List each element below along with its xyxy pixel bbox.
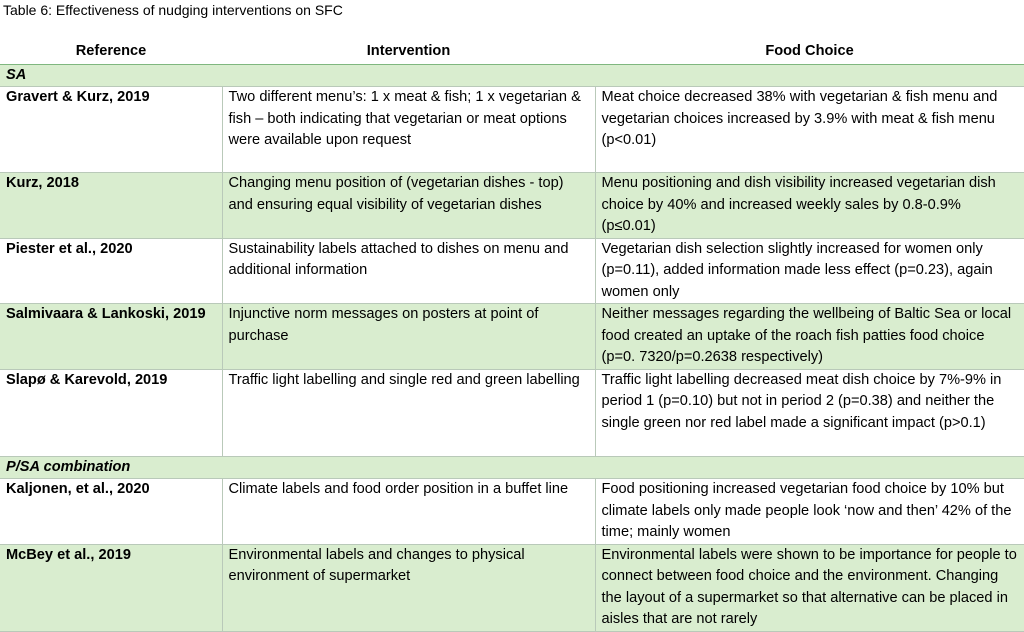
table-row: Slapø & Karevold, 2019 Traffic light lab… [0, 369, 1024, 457]
reference-cell: McBey et al., 2019 [0, 544, 222, 632]
food-choice-cell: Menu positioning and dish visibility inc… [594, 172, 1024, 239]
reference-cell: Kaljonen, et al., 2020 [0, 478, 222, 545]
food-choice-cell: Neither messages regarding the wellbeing… [594, 303, 1024, 370]
reference-cell: Gravert & Kurz, 2019 [0, 86, 222, 173]
section-label: P/SA combination [0, 456, 1024, 479]
intervention-cell: Changing menu position of (vegetarian di… [221, 172, 595, 239]
intervention-cell: Two different menu’s: 1 x meat & fish; 1… [221, 86, 595, 173]
reference-cell: Slapø & Karevold, 2019 [0, 369, 222, 457]
food-choice-cell: Food positioning increased vegetarian fo… [594, 478, 1024, 545]
food-choice-cell: Traffic light labelling decreased meat d… [594, 369, 1024, 457]
food-choice-cell: Meat choice decreased 38% with vegetaria… [594, 86, 1024, 173]
table-row: Kurz, 2018 Changing menu position of (ve… [0, 172, 1024, 239]
intervention-cell: Traffic light labelling and single red a… [221, 369, 595, 457]
reference-cell: Salmivaara & Lankoski, 2019 [0, 303, 222, 370]
table-row: Gravert & Kurz, 2019 Two different menu’… [0, 86, 1024, 173]
header-intervention: Intervention [222, 40, 595, 65]
intervention-cell: Climate labels and food order position i… [221, 478, 595, 545]
header-reference: Reference [0, 40, 222, 65]
table-row: Piester et al., 2020 Sustainability labe… [0, 238, 1024, 304]
food-choice-cell: Environmental labels were shown to be im… [594, 544, 1024, 632]
section-label: SA [0, 64, 1024, 87]
section-row: SA [0, 64, 1024, 87]
table-row: Kaljonen, et al., 2020 Climate labels an… [0, 478, 1024, 545]
section-row: P/SA combination [0, 456, 1024, 479]
table-caption: Table 6: Effectiveness of nudging interv… [3, 2, 343, 18]
table-row: McBey et al., 2019 Environmental labels … [0, 544, 1024, 632]
reference-cell: Piester et al., 2020 [0, 238, 222, 304]
table-row: Salmivaara & Lankoski, 2019 Injunctive n… [0, 303, 1024, 370]
intervention-cell: Environmental labels and changes to phys… [221, 544, 595, 632]
table-header-row: Reference Intervention Food Choice [0, 40, 1024, 65]
header-food-choice: Food Choice [595, 40, 1024, 65]
effectiveness-table: Reference Intervention Food Choice SA Gr… [0, 40, 1024, 632]
reference-cell: Kurz, 2018 [0, 172, 222, 239]
intervention-cell: Sustainability labels attached to dishes… [221, 238, 595, 304]
intervention-cell: Injunctive norm messages on posters at p… [221, 303, 595, 370]
food-choice-cell: Vegetarian dish selection slightly incre… [594, 238, 1024, 304]
